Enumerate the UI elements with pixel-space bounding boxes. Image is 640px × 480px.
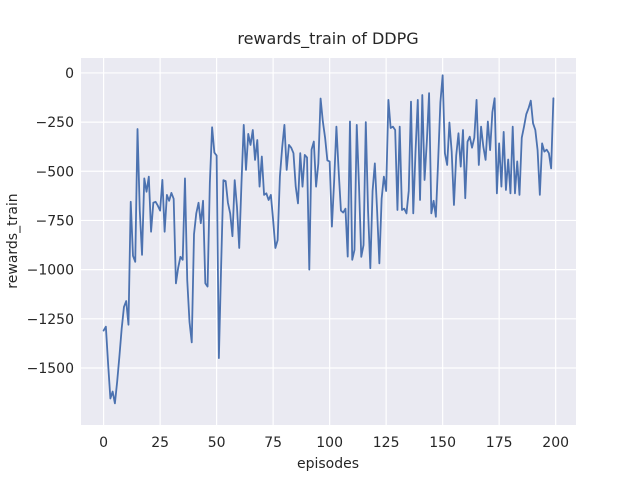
x-tick-label: 100 <box>316 435 343 451</box>
y-tick-label: −750 <box>36 213 74 229</box>
x-tick-label: 50 <box>208 435 226 451</box>
y-tick-label: −1000 <box>27 263 74 279</box>
reward-line-series <box>102 74 555 405</box>
y-tick-label: −1250 <box>27 312 74 328</box>
x-tick-label: 0 <box>99 435 108 451</box>
x-tick-label: 75 <box>264 435 282 451</box>
y-tick-label: −500 <box>36 164 74 180</box>
x-tick-label: 125 <box>373 435 400 451</box>
y-tick-label: −1500 <box>27 361 74 377</box>
x-axis-label: episodes <box>297 456 359 472</box>
y-axis-label: rewards_train <box>5 193 21 288</box>
x-tick-label: 150 <box>429 435 456 451</box>
y-tick-label: 0 <box>65 66 74 82</box>
x-tick-label: 200 <box>542 435 569 451</box>
chart-title: rewards_train of DDPG <box>237 29 418 49</box>
gridlines <box>81 58 576 425</box>
y-axis-tick-labels: 0 −250 −500 −750 −1000 −1250 −1500 <box>27 66 74 377</box>
y-tick-label: −250 <box>36 115 74 131</box>
x-axis-tick-labels: 0 25 50 75 100 125 150 175 200 <box>99 435 569 451</box>
x-tick-label: 25 <box>151 435 169 451</box>
plot-area-background <box>81 58 576 425</box>
x-tick-label: 175 <box>486 435 513 451</box>
